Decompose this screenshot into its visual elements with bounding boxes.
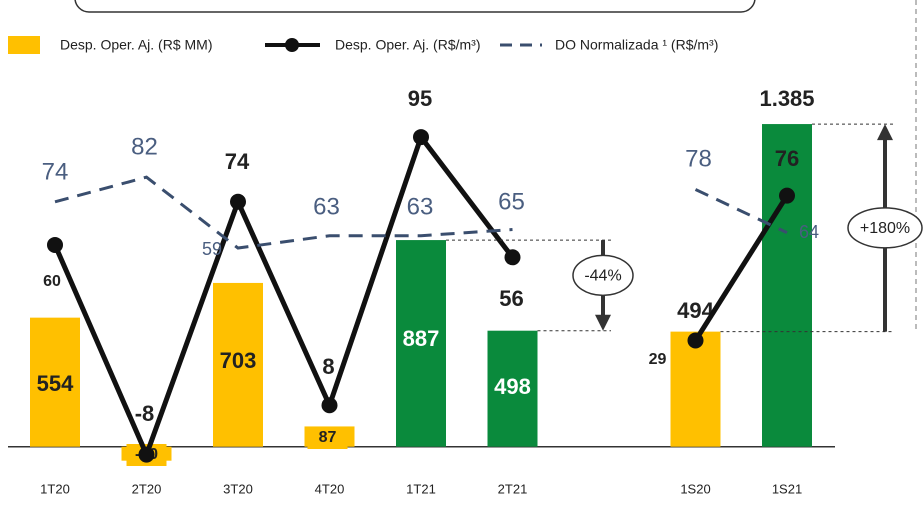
bar-value-label: 554: [37, 371, 74, 396]
dashed-value-label: 63: [313, 193, 340, 220]
bar: [213, 282, 263, 447]
x-tick-label: 4T20: [315, 481, 345, 496]
annotation-box: [572, 254, 634, 297]
line-value-label: 95: [408, 86, 432, 111]
line-value-label: 76: [775, 146, 799, 171]
annotation: -44%: [584, 268, 621, 285]
bar-value-label: 887: [403, 326, 440, 351]
point: [413, 129, 429, 146]
bar: [762, 124, 812, 447]
dashed-value-label: 64: [799, 222, 819, 242]
x-tick-label: 1T20: [40, 481, 70, 496]
x-tick-label: 1S20: [680, 481, 710, 496]
x-tick-label: 3T20: [223, 481, 253, 496]
x-tick-label: 1S21: [772, 481, 802, 496]
line-value-label: 56: [499, 286, 523, 311]
point: [230, 193, 246, 210]
point: [321, 397, 338, 414]
line-value-label: 8: [322, 354, 334, 379]
bar-value-label: 498: [494, 374, 531, 399]
label-box: [307, 427, 348, 449]
line: [52, 131, 515, 462]
bar: [487, 330, 538, 447]
legend-label: DO Normalizada ¹ (R$/m³): [555, 37, 718, 53]
bar: [396, 240, 446, 447]
dashed-value-label: 65: [498, 188, 525, 215]
dashed-line: [54, 175, 513, 250]
line-value-label: 74: [225, 149, 250, 174]
point: [138, 446, 155, 463]
line: [693, 194, 790, 342]
legend-swatch: [8, 36, 40, 54]
dashed-value-label: 74: [42, 158, 69, 185]
bar-value-label: 703: [220, 348, 257, 373]
legend-label: Desp. Oper. Aj. (R$ MM): [60, 37, 212, 53]
x-tick-label: 2T21: [498, 481, 528, 496]
x-tick-label: 1T21: [406, 481, 436, 496]
point: [504, 249, 521, 266]
dashed-value-label: 63: [407, 193, 434, 220]
line-value-label: 60: [43, 273, 61, 290]
bar-value-label: 87: [319, 429, 337, 446]
line-value-label: -8: [135, 401, 155, 426]
legend-dot: [285, 38, 299, 52]
x-tick-label: 2T20: [132, 481, 162, 496]
arrow-head: [595, 314, 611, 331]
header-box: [74, 0, 756, 13]
annotation-box: [847, 207, 923, 249]
bar: [670, 331, 721, 447]
dashed-value-label: 78: [685, 145, 712, 172]
point: [779, 187, 795, 204]
legend-label: Desp. Oper. Aj. (R$/m³): [335, 37, 480, 53]
annotation: +180%: [860, 220, 910, 237]
point: [687, 332, 704, 349]
bar: [30, 317, 80, 447]
dashed-value-label: 59: [202, 239, 222, 259]
dashed-line: [694, 188, 788, 234]
arrow-head: [877, 124, 893, 141]
dashed-value-label: 82: [131, 133, 158, 160]
line-value-label: 29: [649, 351, 667, 368]
bar-value-label: 1.385: [759, 86, 814, 111]
point: [47, 236, 63, 253]
